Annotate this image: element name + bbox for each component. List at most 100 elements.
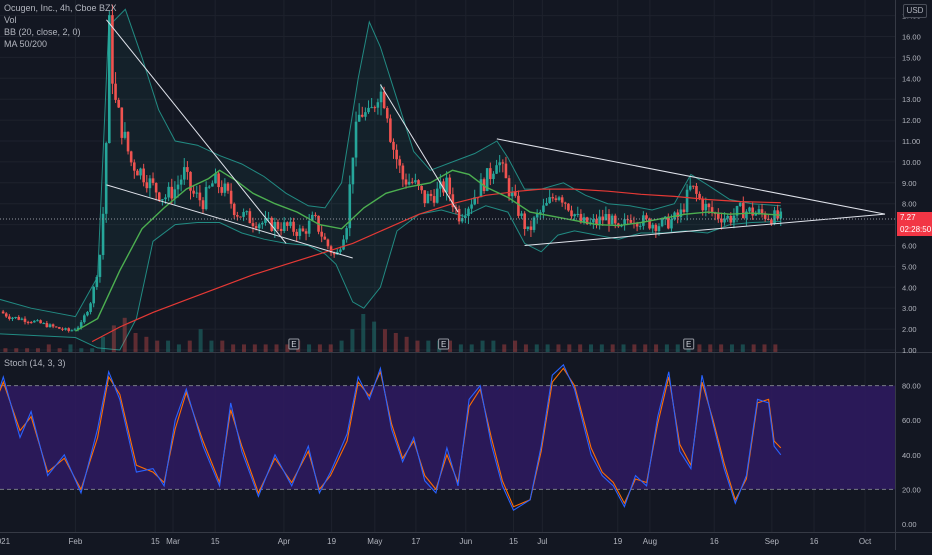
candle-body (745, 211, 748, 219)
volume-bar (729, 344, 734, 352)
candle-body (773, 210, 776, 224)
candle-body (741, 202, 745, 219)
volume-legend[interactable]: Vol (4, 15, 17, 25)
candle-body (157, 192, 161, 201)
volume-bar (523, 344, 528, 352)
ma200-line (91, 188, 781, 343)
candle-body (23, 318, 27, 322)
candle-body (151, 178, 155, 183)
candle-body (435, 188, 439, 203)
candle-body (264, 217, 267, 223)
candle-body (579, 213, 583, 223)
candle-body (254, 226, 258, 229)
candle-body (4, 313, 8, 317)
symbol-title[interactable]: Ocugen, Inc., 4h, Cboe BZX (4, 3, 117, 13)
candle-body (735, 206, 739, 216)
candle-body (348, 184, 352, 229)
time-tick-label: 2021 (0, 537, 11, 546)
ma50-line (75, 169, 781, 332)
candle-body (679, 209, 683, 218)
candle-body (414, 180, 417, 183)
volume-bar (697, 344, 702, 352)
candle-body (54, 326, 58, 328)
candle-body (36, 320, 39, 322)
candle-body (320, 231, 323, 237)
candle-body (342, 239, 345, 250)
stoch-tick-label: 80.00 (902, 382, 921, 391)
candle-body (298, 228, 302, 236)
candle-body (442, 181, 445, 193)
candle-body (704, 203, 708, 211)
volume-bar (404, 336, 409, 352)
volume-bar (502, 344, 507, 352)
volume-bar (350, 329, 355, 352)
candle-body (420, 185, 423, 191)
candle-body (61, 328, 64, 330)
candle-body (67, 328, 71, 331)
time-tick-label: 19 (613, 537, 622, 546)
last-price-label: 7.27 (897, 212, 932, 224)
volume-bar (708, 344, 713, 352)
price-tick-label: 10.00 (902, 158, 921, 167)
candle-body (126, 131, 130, 152)
candle-body (98, 254, 102, 277)
candle-body (354, 121, 358, 158)
currency-badge[interactable]: USD (903, 4, 927, 18)
candle-body (314, 214, 317, 216)
volume-bar (361, 314, 366, 352)
candle-body (748, 207, 751, 212)
candle-body (604, 214, 608, 221)
candle-body (148, 178, 152, 189)
price-tick-label: 4.00 (902, 283, 917, 292)
candle-body (192, 190, 195, 194)
candle-body (136, 170, 139, 176)
candle-body (551, 197, 555, 199)
candle-body (204, 187, 208, 210)
volume-bar (241, 344, 246, 352)
volume-bar (3, 348, 8, 352)
volume-bar (632, 344, 637, 352)
volume-bar (599, 344, 604, 352)
candle-body (114, 83, 117, 100)
candle-body (76, 327, 80, 330)
candle-body (501, 162, 505, 164)
time-tick-label: May (367, 537, 382, 546)
stoch-legend[interactable]: Stoch (14, 3, 3) (4, 358, 66, 368)
candle-body (292, 221, 295, 232)
volume-bar (719, 344, 724, 352)
candle-body (570, 210, 573, 217)
candle-body (763, 213, 767, 219)
candle-body (395, 149, 398, 160)
price-tick-label: 11.00 (902, 137, 920, 146)
volume-bar (426, 340, 431, 352)
time-tick-label: Aug (643, 537, 657, 546)
time-tick-label: 15 (151, 537, 160, 546)
candle-body (73, 329, 77, 331)
time-tick-label: 15 (509, 537, 518, 546)
candle-body (638, 225, 642, 227)
volume-bar (68, 344, 73, 352)
candle-body (17, 316, 21, 320)
trendline (524, 213, 886, 246)
candle-body (548, 197, 551, 203)
moving-average-legend[interactable]: MA 50/200 (4, 39, 48, 49)
time-tick-label: Sep (765, 537, 780, 546)
candle-body (376, 102, 380, 108)
candle-body (682, 209, 686, 213)
candle-body (567, 203, 570, 211)
volume-bar (567, 344, 572, 352)
candle-body (186, 167, 189, 172)
candle-body (723, 218, 726, 223)
volume-bar (458, 344, 463, 352)
time-tick-label: 15 (211, 537, 220, 546)
candle-body (145, 182, 149, 189)
candle-body (257, 224, 261, 229)
candle-body (554, 198, 558, 200)
candle-body (232, 203, 236, 216)
candle-body (11, 317, 14, 319)
volume-bar (14, 348, 19, 352)
bollinger-legend[interactable]: BB (20, close, 2, 0) (4, 27, 81, 37)
candle-body (667, 216, 670, 229)
